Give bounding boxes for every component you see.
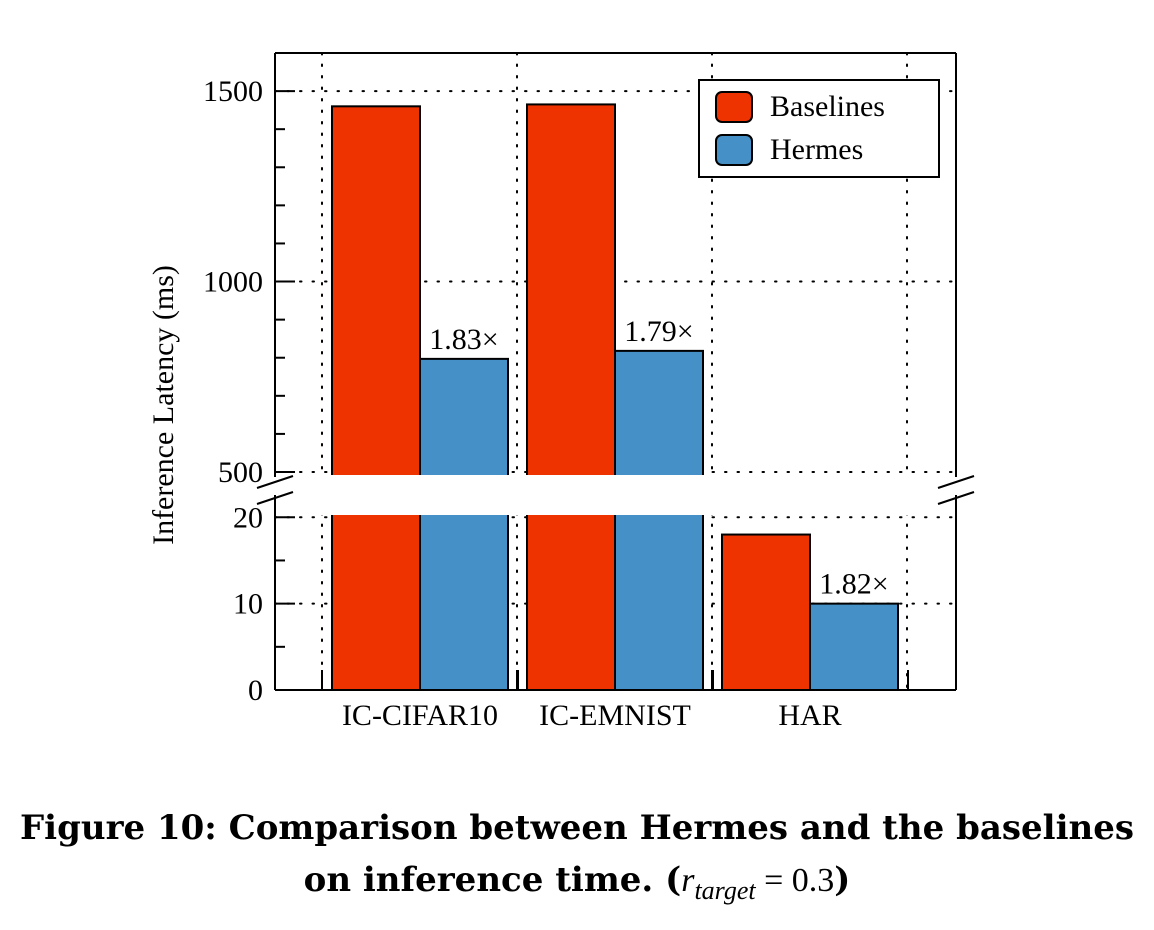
speedup-label: 1.82× [819, 568, 888, 601]
x-tick-label: IC-CIFAR10 [342, 699, 498, 732]
bar-hermes-ic-cifar10 [419, 357, 509, 691]
speedup-label: 1.79× [624, 315, 693, 348]
y-tick-label: 1500 [203, 75, 263, 108]
bars [331, 103, 899, 692]
bar-hermes-har [809, 602, 899, 691]
speedup-label: 1.83× [429, 323, 498, 356]
axis-break-gap [245, 475, 986, 515]
caption-text: on inference time. ( [303, 860, 682, 900]
bar-hermes-ic-emnist [614, 349, 704, 691]
legend-swatch-hermes [715, 134, 753, 166]
y-tick-label: 10 [233, 588, 263, 621]
y-tick-label: 20 [233, 501, 263, 534]
legend-swatch-baselines [715, 91, 753, 123]
axis-break-mark [937, 491, 975, 505]
legend: Baselines Hermes [698, 79, 940, 178]
data-labels: 1.83× 1.79× 1.82× [429, 315, 888, 601]
bar-chart: IC-CIFAR10 IC-EMNIST HAR 0 10 20 500 1000 1500 1… [147, 52, 986, 732]
figure-caption-line2: on inference time. (rtarget = 0.3) [0, 860, 1154, 906]
bar-baselines-ic-emnist [526, 103, 616, 691]
y-tick-label: 500 [218, 456, 263, 489]
axis-break-mark [256, 475, 294, 489]
bar-baselines-har [721, 533, 811, 692]
axis-break-mark [937, 475, 975, 489]
equals-value: = 0.3 [755, 862, 835, 899]
r-subscript: target [694, 875, 756, 905]
bar-baselines-ic-cifar10 [331, 105, 421, 691]
legend-label: Hermes [770, 133, 863, 166]
y-tick-label: 1000 [203, 266, 263, 299]
y-axis-label: Inference Latency (ms) [147, 265, 180, 545]
figure-caption: Figure 10: Comparison between Hermes and… [20, 808, 1134, 848]
legend-label: Baselines [770, 90, 885, 123]
axis-break-mark [256, 491, 294, 505]
x-tick-label: IC-EMNIST [539, 699, 691, 732]
y-tick-label: 0 [248, 674, 263, 707]
r-symbol: r [681, 862, 695, 899]
axes: IC-CIFAR10 IC-EMNIST HAR 0 10 20 500 1000 1500 [203, 52, 986, 732]
x-tick-label: HAR [778, 699, 841, 732]
caption-close: ) [834, 860, 851, 900]
